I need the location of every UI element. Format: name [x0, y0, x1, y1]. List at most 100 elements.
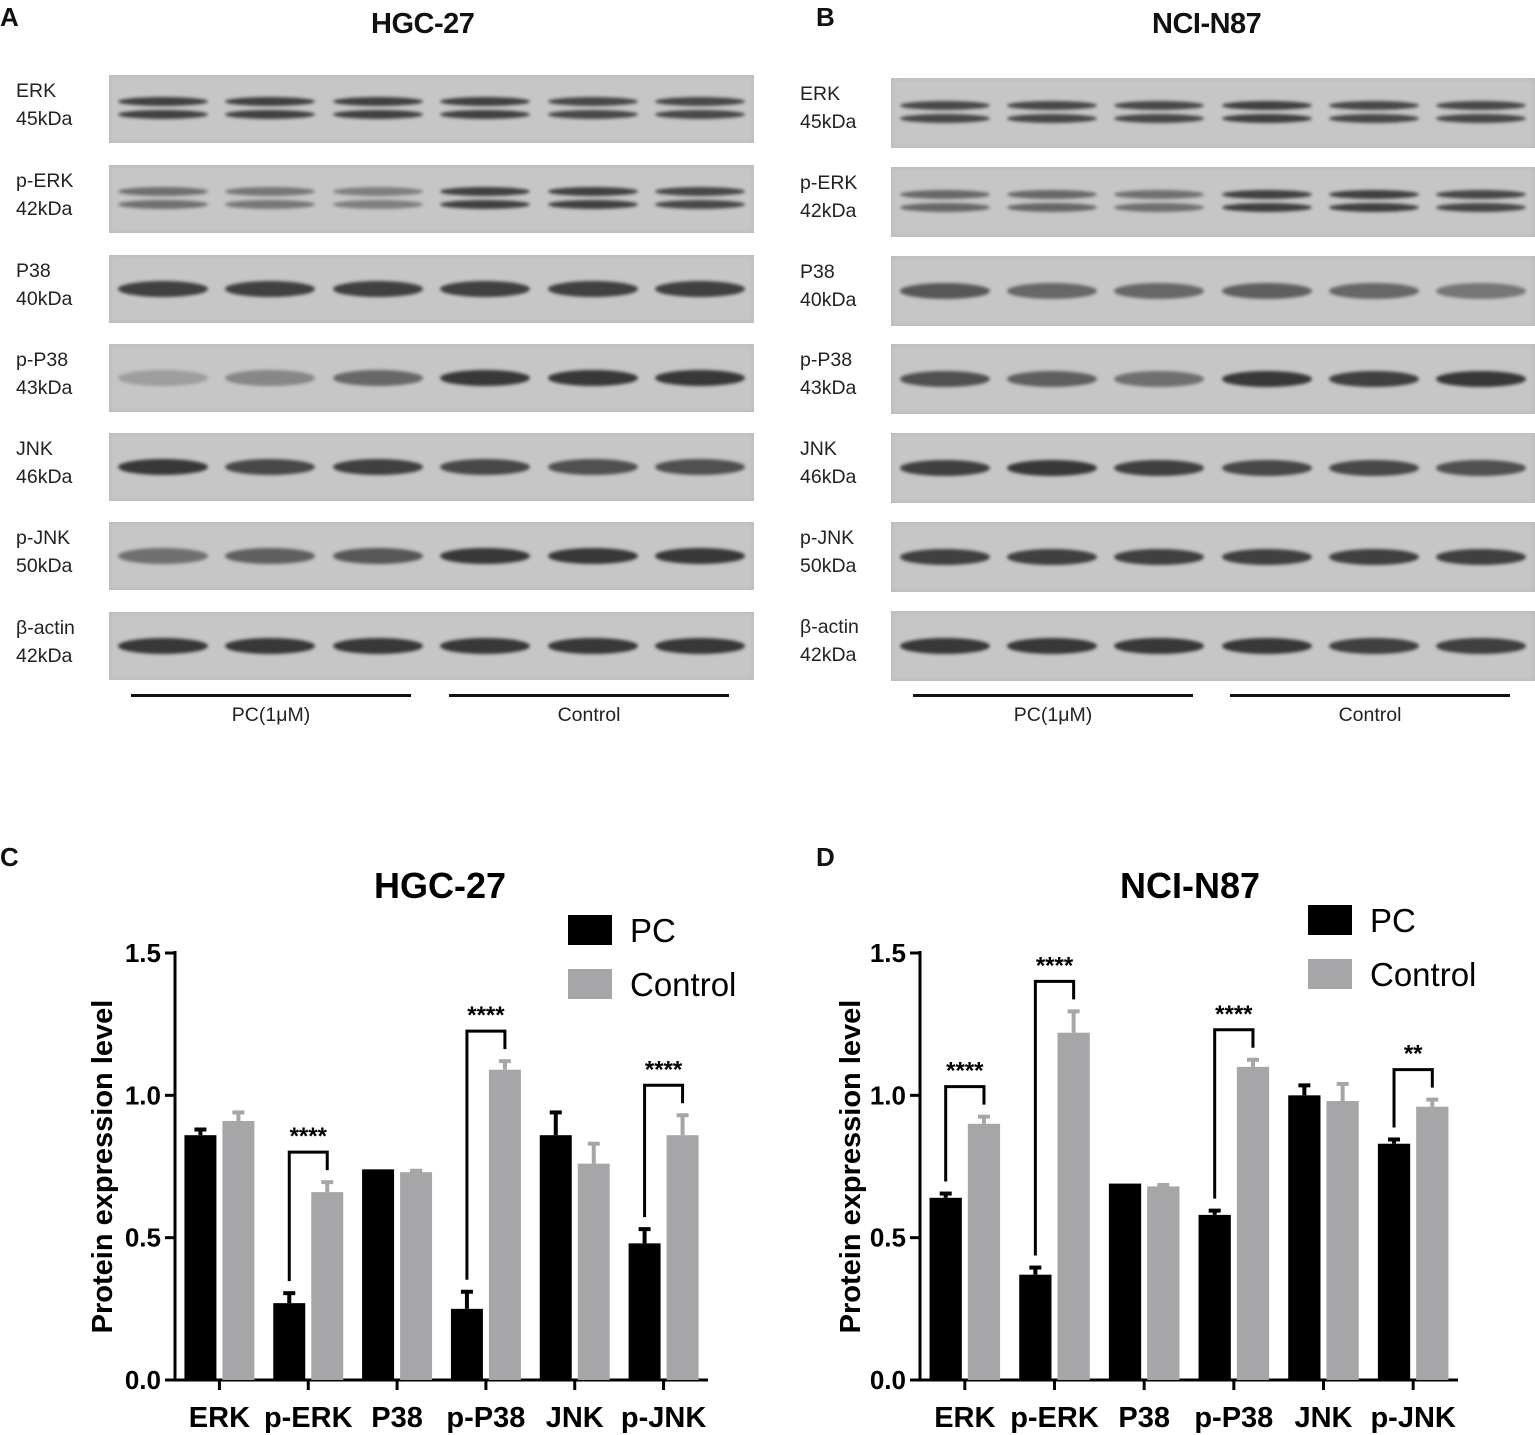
blot-band [117, 110, 208, 119]
blot-band [1114, 283, 1205, 299]
bar-pc-jnk [1288, 1095, 1321, 1380]
blot-band [1436, 203, 1527, 212]
blot-band [1436, 101, 1527, 110]
blot-band [1436, 114, 1527, 123]
bar-control-p-p38 [1236, 1066, 1270, 1380]
blot-label--actin: β-actin 42kDa [16, 617, 75, 667]
blot-strip [109, 344, 754, 412]
blot-title-hgc27: HGC-27 [371, 8, 475, 40]
blot-band [1328, 549, 1420, 565]
panel-letter-d: D [816, 842, 835, 872]
bar-pc-erk [929, 1197, 962, 1380]
blot-band [1328, 101, 1420, 110]
blot-band [1221, 114, 1312, 123]
blot-band [1114, 460, 1205, 476]
blot-band [1114, 101, 1205, 110]
group-label-pc: PC(1μM) [1013, 704, 1093, 726]
x-tick-label: ERK [189, 1402, 250, 1434]
blot-band [547, 548, 638, 564]
x-tick-label: p-ERK [1010, 1402, 1099, 1434]
blot-band [899, 283, 990, 299]
legend-label-control: Control [630, 966, 736, 1003]
blot-band [225, 281, 316, 297]
blot-band [899, 638, 990, 654]
legend-swatch-pc [1308, 905, 1352, 935]
blot-band [1006, 203, 1098, 212]
group-label-control: Control [1338, 704, 1402, 726]
significance-label: **** [1215, 1001, 1253, 1028]
blot-strip [891, 344, 1535, 414]
legend-label-control: Control [1370, 956, 1476, 993]
legend-swatch-control [568, 969, 612, 999]
blot-strip [891, 433, 1535, 503]
blot-band [655, 638, 746, 654]
bar-control-erk [222, 1120, 255, 1380]
y-tick-label: 0.5 [870, 1223, 906, 1253]
blot-band [117, 97, 208, 106]
blot-band [1114, 203, 1205, 212]
blot-band [1328, 371, 1420, 387]
bar-control-p-jnk [1416, 1106, 1449, 1380]
blot-band [225, 110, 316, 119]
blot-band [1006, 638, 1098, 654]
blot-strip [891, 256, 1535, 326]
blot-band [1328, 460, 1420, 476]
legend-swatch-pc [568, 915, 612, 945]
blot-band [440, 110, 531, 119]
blot-band [899, 549, 990, 565]
significance-label: **** [1036, 952, 1074, 979]
x-tick-label: P38 [371, 1402, 423, 1434]
blot-band [655, 281, 746, 297]
bar-pc-p-erk [273, 1303, 306, 1380]
blot-label-jnk: JNK 46kDa [16, 438, 73, 488]
blot-strip [109, 612, 754, 680]
blot-band [332, 97, 423, 106]
blot-band [1221, 203, 1312, 212]
blot-strip [891, 522, 1535, 592]
significance-label: ** [1404, 1041, 1423, 1068]
group-underline [449, 694, 729, 697]
blot-label-erk: ERK 45kDa [16, 80, 73, 130]
x-tick-label: p-P38 [1194, 1402, 1273, 1434]
blot-label--actin: β-actin 42kDa [800, 616, 859, 666]
blot-band [1221, 549, 1312, 565]
blot-band [899, 203, 990, 212]
blot-strip [109, 75, 754, 143]
significance-bracket [465, 1029, 507, 1280]
blot-band [117, 548, 208, 564]
blot-band [440, 97, 531, 106]
bar-control-p-jnk [666, 1135, 699, 1380]
blot-band [440, 187, 531, 196]
blot-band [332, 187, 423, 196]
significance-label: **** [290, 1123, 328, 1150]
significance-bracket [287, 1150, 329, 1282]
blot-band [1221, 638, 1312, 654]
blot-band [655, 548, 746, 564]
blot-band [899, 460, 990, 476]
chart-title: HGC-27 [374, 865, 506, 906]
x-tick-label: JNK [546, 1402, 604, 1434]
bar-control-erk [967, 1123, 1001, 1380]
blot-label-jnk: JNK 46kDa [800, 438, 857, 488]
blot-band [332, 200, 423, 209]
y-tick-label: 0.0 [870, 1365, 906, 1395]
blot-band [225, 638, 316, 654]
blot-strip [109, 522, 754, 590]
blot-strip [891, 611, 1535, 681]
blot-band [547, 370, 638, 386]
blot-label-p-p38: p-P38 43kDa [16, 349, 73, 399]
blot-band [1436, 283, 1527, 299]
blot-band [899, 371, 990, 387]
blot-band [899, 114, 990, 123]
bar-pc-p-erk [1019, 1274, 1052, 1380]
blot-band [1221, 101, 1312, 110]
blot-band [1221, 371, 1312, 387]
blot-label-p-p38: p-P38 43kDa [800, 349, 857, 399]
blot-band [1006, 190, 1098, 199]
chart-title: NCI-N87 [1120, 865, 1260, 906]
blot-band [440, 638, 531, 654]
blot-band [332, 548, 423, 564]
bar-control-p-erk [1057, 1032, 1090, 1380]
blot-band [899, 101, 990, 110]
significance-label: **** [467, 1002, 505, 1029]
